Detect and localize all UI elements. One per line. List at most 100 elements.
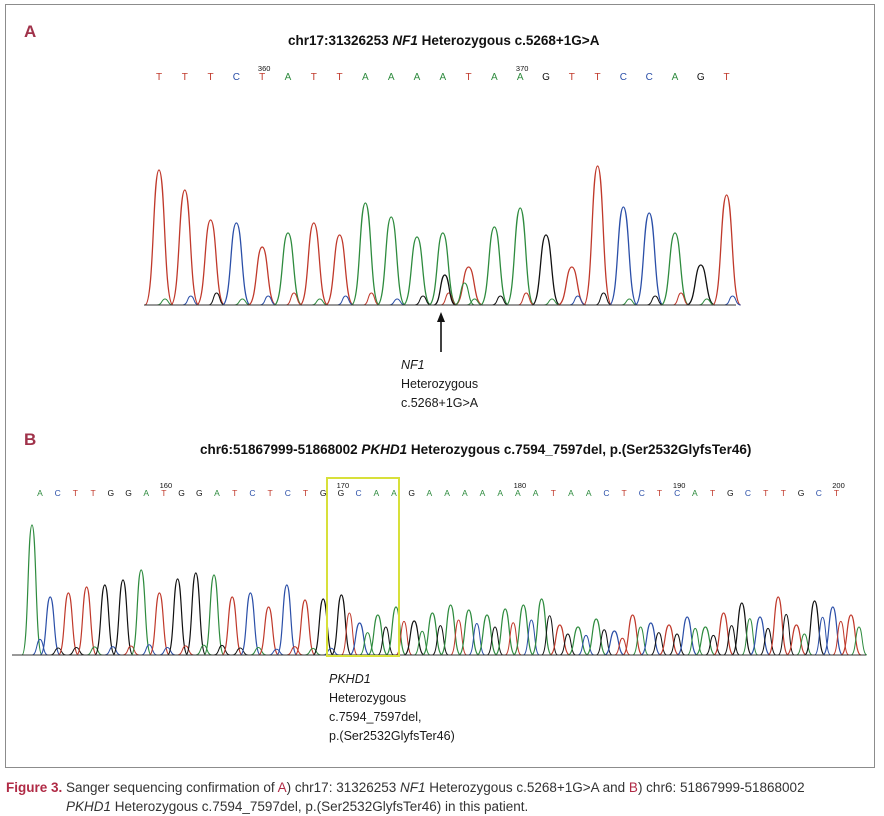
- base-call: G: [337, 488, 345, 498]
- panel-b-annotation: PKHD1 Heterozygous c.7594_7597del, p.(Se…: [329, 670, 455, 746]
- caption-figure-number: Figure 3.: [6, 780, 63, 795]
- base-call: T: [594, 72, 601, 83]
- trace-peak: [767, 596, 789, 656]
- base-call: G: [107, 488, 115, 498]
- panel-b-title: chr6:51867999-51868002 PKHD1 Heterozygou…: [200, 442, 751, 457]
- annotation-b-gene: PKHD1: [329, 672, 371, 686]
- trace-peak: [505, 207, 535, 306]
- trace-peak: [213, 644, 231, 656]
- trace-peak: [541, 615, 559, 656]
- base-call: C: [603, 488, 610, 498]
- trace-peak: [777, 613, 795, 656]
- trace-peak: [604, 630, 625, 656]
- base-call: A: [461, 488, 468, 498]
- trace-peak: [170, 189, 200, 306]
- trace-peak: [476, 614, 498, 656]
- base-call: C: [54, 488, 61, 498]
- trace-peak: [76, 586, 98, 656]
- annotation-b-zygosity: Heterozygous: [329, 691, 407, 705]
- base-call: T: [465, 72, 472, 83]
- base-call: C: [674, 488, 681, 498]
- trace-peak: [582, 165, 613, 306]
- trace-peak: [632, 626, 649, 656]
- trace-peak: [377, 626, 395, 656]
- trace-peak: [832, 620, 850, 656]
- base-call: G: [408, 488, 415, 498]
- base-call: T: [336, 72, 343, 83]
- trace-peak: [695, 626, 716, 656]
- position-label: 170: [336, 481, 350, 490]
- trace-peak: [640, 622, 662, 656]
- trace-peak: [195, 644, 212, 656]
- base-call: G: [125, 488, 132, 498]
- trace-peak: [531, 234, 561, 306]
- trace-peak: [340, 612, 358, 656]
- trace-peak: [50, 647, 67, 656]
- base-call: G: [542, 72, 550, 83]
- base-call: A: [516, 72, 524, 83]
- trace-peak: [421, 612, 443, 656]
- base-call: T: [161, 488, 167, 498]
- base-call: A: [439, 72, 447, 83]
- trace-peak: [822, 606, 844, 656]
- trace-peak: [350, 202, 381, 306]
- annotation-a-zygosity: Heterozygous: [401, 377, 479, 391]
- trace-peak: [311, 298, 328, 306]
- trace-peak: [569, 295, 586, 306]
- trace-peak: [273, 232, 303, 306]
- trace-peak: [454, 282, 475, 306]
- base-call: A: [532, 488, 539, 498]
- trace-peak: [148, 592, 170, 656]
- trace-peak: [614, 637, 631, 656]
- trace-peak: [413, 630, 431, 656]
- trace-peak: [122, 645, 140, 656]
- position-label: 360: [257, 64, 271, 73]
- trace-peak: [389, 298, 406, 306]
- base-call: G: [319, 488, 327, 498]
- panel-a-annotation: NF1 Heterozygous c.5268+1G>A: [401, 356, 478, 413]
- trace-peak: [731, 602, 753, 656]
- base-call: T: [267, 488, 273, 498]
- trace-peak: [31, 638, 49, 656]
- trace-peak: [676, 616, 698, 656]
- trace-peak: [403, 620, 425, 656]
- caption-gene-2: PKHD1: [66, 799, 112, 814]
- base-call: C: [619, 72, 628, 83]
- base-call: T: [550, 488, 556, 498]
- base-call: A: [387, 72, 395, 83]
- trace-peak: [622, 614, 644, 656]
- base-call: A: [568, 488, 574, 498]
- base-call: A: [391, 488, 397, 498]
- trace-peak: [567, 626, 589, 656]
- trace-peak: [286, 646, 303, 656]
- trace-peak: [156, 298, 174, 306]
- trace-peak: [428, 232, 458, 306]
- base-call: G: [696, 72, 705, 83]
- trace-peak: [504, 622, 522, 656]
- base-call: G: [178, 488, 185, 498]
- caption-text-3: Heterozygous c.5268+1G>A and: [425, 780, 629, 795]
- panel-b-title-variant: Heterozygous c.7594_7597del, p.(Ser2532G…: [407, 442, 752, 457]
- caption-text-1: Sanger sequencing confirmation of: [62, 780, 278, 795]
- trace-peak: [68, 647, 85, 656]
- base-call: C: [645, 72, 653, 83]
- trace-peak: [367, 614, 389, 656]
- base-call: T: [90, 488, 96, 498]
- caption-text-5: Heterozygous c.7594_7597del, p.(Ser2532G…: [111, 799, 529, 814]
- trace-peak: [850, 626, 868, 656]
- figure-frame: [5, 4, 875, 768]
- base-call: A: [585, 488, 592, 498]
- caption-text-2: ) chr17: 31326253: [286, 780, 401, 795]
- trace-peak: [705, 634, 722, 656]
- trace-peak: [814, 616, 832, 656]
- figure-caption: Figure 3. Sanger sequencing confirmation…: [6, 778, 878, 816]
- base-call: G: [195, 488, 203, 498]
- base-call: C: [355, 488, 362, 498]
- base-call: T: [709, 488, 716, 498]
- trace-peak: [804, 600, 826, 656]
- trace-peak: [468, 622, 486, 656]
- trace-peak: [285, 292, 303, 306]
- trace-peak: [549, 624, 571, 656]
- trace-peak: [195, 219, 226, 306]
